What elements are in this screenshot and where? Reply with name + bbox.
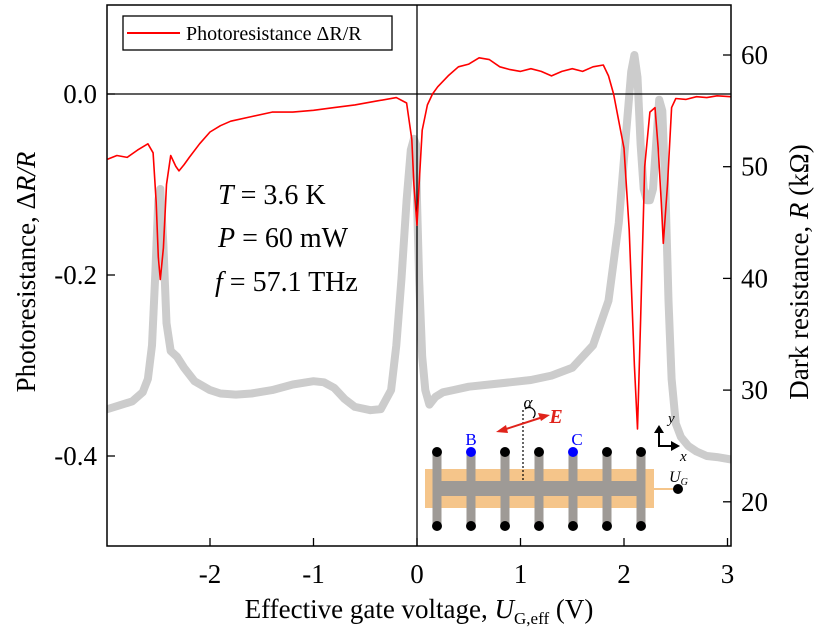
y2-axis-title: Dark resistance, R (kΩ) — [784, 144, 814, 399]
photoresistance-curve — [107, 56, 731, 430]
y2-axis-ticks: 60 50 40 30 20 — [723, 40, 768, 517]
e-field-arrowhead-right — [538, 413, 550, 421]
probe-label-b: B — [465, 430, 476, 449]
gate-contact-dot — [673, 484, 683, 494]
y2-tick-label: 60 — [741, 40, 768, 70]
contact-dot — [534, 447, 544, 457]
annotation-power: P = 60 mW — [217, 223, 349, 254]
legend-label: Photoresistance ΔR/R — [186, 23, 362, 45]
contact-dot — [432, 521, 442, 531]
e-field-arrowhead-left — [496, 425, 508, 433]
e-field-label: E — [548, 406, 562, 428]
probe-label-c: C — [571, 430, 582, 449]
y-tick-label: -0.2 — [54, 260, 97, 290]
x-axis-label: x — [679, 449, 687, 465]
contact-dot — [432, 447, 442, 457]
y-arrowhead — [654, 425, 664, 433]
x-tick-label: -1 — [302, 559, 325, 589]
contact-dot — [568, 521, 578, 531]
y2-tick-label: 40 — [741, 263, 768, 293]
contact-dot — [636, 521, 646, 531]
contact-dot — [500, 521, 510, 531]
annotation-frequency: f = 57.1 THz — [215, 267, 358, 298]
contact-dot — [500, 447, 510, 457]
y-axis-title: Photoresistance, ΔR/R — [11, 151, 41, 392]
x-tick-label: -2 — [199, 559, 222, 589]
x-tick-label: 3 — [721, 559, 735, 589]
dark-resistance-curve — [107, 51, 731, 464]
annotation-temperature: T = 3.6 K — [218, 180, 326, 211]
x-tick-label: 0 — [410, 559, 424, 589]
contact-dot — [636, 447, 646, 457]
probe-contact-dot — [466, 447, 476, 457]
y-axis-label: y — [666, 411, 675, 427]
device-inset: B C α E y x UG — [425, 393, 688, 531]
x-axis-ticks: -2 -1 0 1 2 3 — [199, 538, 735, 589]
x-arrowhead — [671, 441, 680, 451]
y2-tick-label: 20 — [741, 487, 768, 517]
gate-voltage-label: UG — [669, 469, 688, 488]
experimental-conditions: T = 3.6 K P = 60 mW f = 57.1 THz — [215, 180, 358, 298]
y2-tick-label: 50 — [741, 152, 768, 182]
alpha-label: α — [524, 393, 534, 412]
x-axis-title: Effective gate voltage, UG,eff (V) — [245, 594, 594, 628]
x-tick-label: 2 — [617, 559, 631, 589]
y-tick-label: -0.4 — [54, 441, 97, 471]
y2-tick-label: 30 — [741, 375, 768, 405]
e-field-arrow — [502, 416, 544, 431]
legend: Photoresistance ΔR/R — [122, 15, 393, 51]
x-tick-label: 1 — [514, 559, 528, 589]
contact-dot — [602, 521, 612, 531]
contact-dot — [602, 447, 612, 457]
probe-contact-dot — [568, 447, 578, 457]
contact-dot — [534, 521, 544, 531]
y-tick-label: 0.0 — [63, 79, 97, 109]
contact-dot — [466, 521, 476, 531]
angle-arc — [524, 406, 536, 419]
y-axis-ticks: 0.0 -0.2 -0.4 — [54, 79, 115, 471]
